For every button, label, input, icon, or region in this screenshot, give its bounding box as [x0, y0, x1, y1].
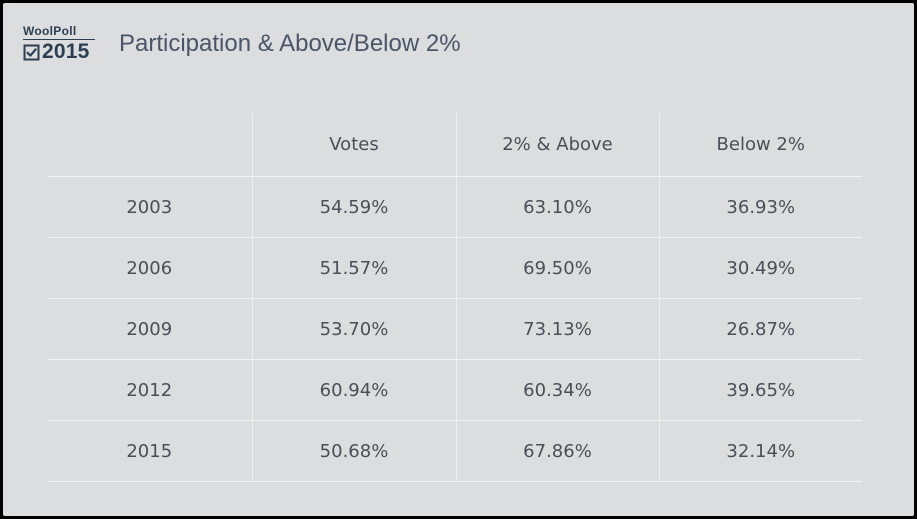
results-table-container: Votes 2% & Above Below 2% 2003 54.59% 63…: [47, 113, 862, 482]
table-row: 2003 54.59% 63.10% 36.93%: [47, 176, 862, 238]
checkbox-checked-icon: [23, 44, 40, 60]
cell-above: 73.13%: [456, 298, 660, 360]
logo-year: 2015: [42, 40, 90, 63]
cell-votes: 60.94%: [252, 359, 457, 421]
table-row: 2006 51.57% 69.50% 30.49%: [47, 237, 862, 299]
cell-votes: 53.70%: [252, 298, 457, 360]
results-table: Votes 2% & Above Below 2% 2003 54.59% 63…: [47, 113, 862, 482]
slide: WoolPoll 2015 Participation & Above/Belo…: [3, 3, 914, 516]
header-above: 2% & Above: [456, 113, 660, 177]
page-title: Participation & Above/Below 2%: [119, 30, 461, 57]
cell-votes: 50.68%: [252, 420, 457, 482]
cell-year: 2003: [47, 176, 253, 238]
table-row: 2015 50.68% 67.86% 32.14%: [47, 420, 862, 482]
cell-below: 39.65%: [726, 379, 796, 401]
cell-year: 2009: [47, 298, 253, 360]
cell-below: 32.14%: [726, 440, 796, 462]
logo-year-row: 2015: [23, 40, 95, 63]
cell-below: 26.87%: [726, 318, 796, 340]
header-below: Below 2%: [716, 134, 805, 155]
cell-votes: 51.57%: [252, 237, 457, 299]
cell-votes: 54.59%: [252, 176, 457, 238]
woolpoll-logo: WoolPoll 2015: [23, 25, 95, 62]
cell-above: 63.10%: [456, 176, 660, 238]
table-header-row: Votes 2% & Above Below 2%: [47, 113, 862, 177]
table-row: 2012 60.94% 60.34% 39.65%: [47, 359, 862, 421]
cell-above: 67.86%: [456, 420, 660, 482]
cell-year: 2015: [47, 420, 253, 482]
header-year: [47, 113, 253, 177]
cell-year: 2006: [47, 237, 253, 299]
cell-above: 60.34%: [456, 359, 660, 421]
cell-below: 36.93%: [726, 196, 796, 218]
logo-brand: WoolPoll: [23, 25, 95, 40]
table-row: 2009 53.70% 73.13% 26.87%: [47, 298, 862, 360]
cell-year: 2012: [47, 359, 253, 421]
header-votes: Votes: [252, 113, 457, 177]
cell-above: 69.50%: [456, 237, 660, 299]
cell-below: 30.49%: [726, 257, 796, 279]
